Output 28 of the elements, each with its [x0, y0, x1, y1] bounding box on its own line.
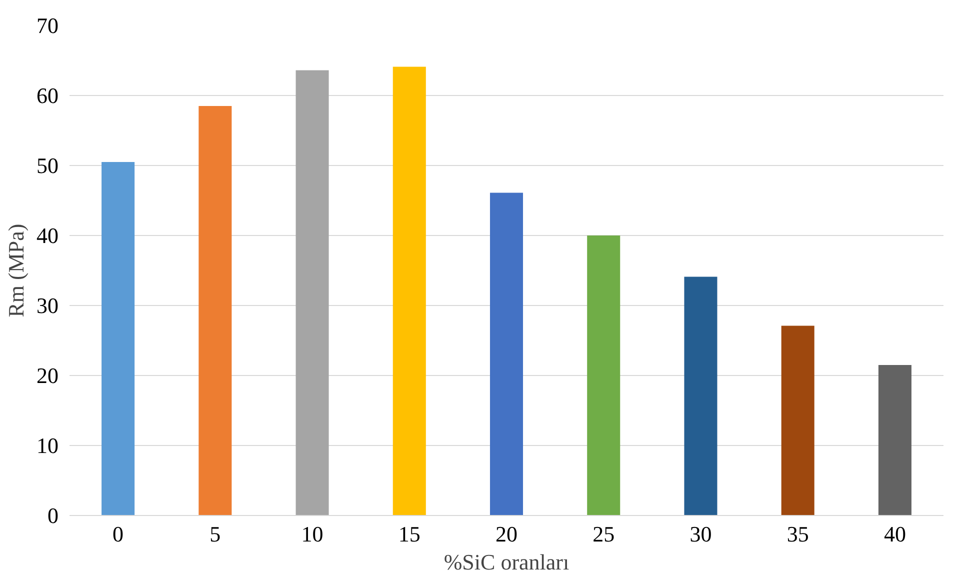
x-tick-label: 40 [884, 522, 906, 546]
x-axis-title: %SiC oranları [444, 550, 570, 574]
bar [198, 106, 232, 516]
y-tick-label: 70 [36, 13, 58, 38]
x-tick-label: 15 [398, 522, 420, 546]
y-tick-label: 40 [36, 223, 58, 248]
y-tick-label: 20 [36, 363, 58, 388]
x-tick-label: 35 [786, 522, 809, 546]
y-tick-label: 0 [48, 503, 58, 528]
bar [878, 365, 912, 516]
bar [781, 326, 814, 516]
y-tick-label: 60 [36, 83, 58, 108]
x-tick-label: 10 [301, 522, 324, 546]
x-tick-label: 25 [592, 522, 615, 546]
y-tick-label: 50 [36, 153, 58, 178]
y-axis-title: Rm (MPa) [4, 224, 28, 318]
x-tick-label: 30 [690, 522, 712, 546]
bar [296, 70, 329, 516]
x-tick-label: 5 [210, 522, 221, 546]
bar [102, 162, 135, 516]
x-tick-label: 20 [496, 522, 518, 546]
y-tick-label: 10 [36, 433, 58, 458]
bar [490, 192, 524, 516]
bar [587, 236, 620, 516]
bar [392, 66, 426, 516]
y-tick-label: 30 [36, 293, 58, 318]
bar [684, 276, 718, 516]
x-tick-label: 0 [112, 522, 124, 546]
